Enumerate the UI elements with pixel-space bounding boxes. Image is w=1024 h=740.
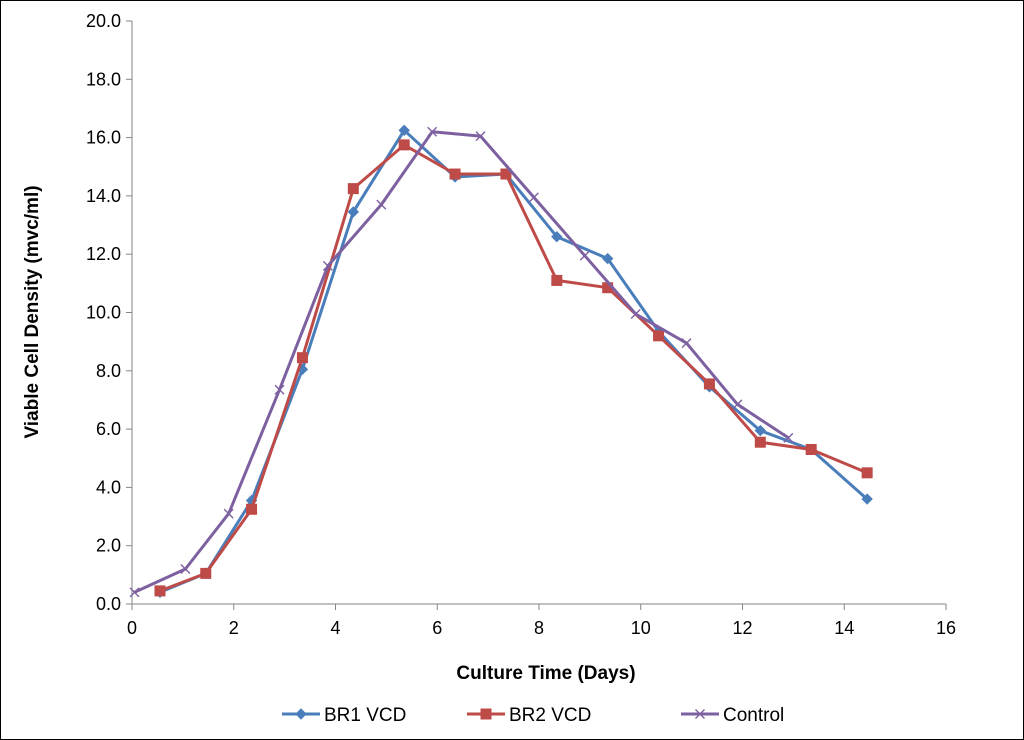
- data-point-control: [223, 508, 234, 519]
- y-tick-label: 16.0: [86, 128, 121, 148]
- data-point-br2-vcd: [805, 444, 817, 456]
- series-br2-vcd: [154, 139, 873, 597]
- x-tick-label: 10: [631, 618, 651, 638]
- series-line-br1-vcd: [159, 128, 869, 594]
- data-point-control: [732, 399, 743, 410]
- y-tick-label: 12.0: [86, 244, 121, 264]
- data-point-control: [274, 384, 285, 395]
- legend-label-br2-vcd: BR2 VCD: [509, 705, 591, 726]
- data-point-br2-vcd: [754, 436, 766, 448]
- x-tick-label: 16: [936, 618, 956, 638]
- legend: BR1 VCD BR2 VCD Control: [282, 705, 784, 726]
- legend-marker-br1-vcd: [295, 708, 307, 720]
- x-tick-label: 14: [834, 618, 854, 638]
- data-point-control: [322, 260, 333, 271]
- legend-marker-control: [695, 709, 705, 719]
- y-tick-label: 20.0: [86, 11, 121, 31]
- x-tick-label: 8: [534, 618, 544, 638]
- series-line-control: [133, 130, 790, 594]
- legend-label-br1-vcd: BR1 VCD: [324, 705, 406, 726]
- data-point-br2-vcd: [398, 139, 410, 151]
- data-point-control: [783, 432, 794, 443]
- y-tick-label: 8.0: [96, 361, 121, 381]
- legend-item-control: Control: [681, 705, 784, 726]
- series-control: [129, 126, 794, 598]
- y-tick-label: 2.0: [96, 536, 121, 556]
- data-point-br2-vcd: [154, 585, 166, 597]
- y-tick-label: 0.0: [96, 594, 121, 614]
- series-line-br2-vcd: [159, 143, 868, 593]
- data-point-br2-vcd: [246, 503, 258, 515]
- legend-label-control: Control: [723, 705, 784, 726]
- y-tick-label: 10.0: [86, 303, 121, 323]
- data-point-control: [681, 338, 692, 349]
- data-point-br2-vcd: [200, 567, 212, 579]
- data-point-br2-vcd: [703, 378, 715, 390]
- data-point-br2-vcd: [500, 168, 512, 180]
- data-point-control: [528, 192, 539, 203]
- series-layer: [129, 124, 873, 599]
- x-tick-label: 0: [127, 618, 137, 638]
- axes: 0.0 2.0 4.0 6.0 8.0 10.0 12.0 14.0 16.0 18.0 20.0 0…: [86, 11, 956, 638]
- data-point-br2-vcd: [653, 330, 665, 342]
- y-axis-title: Viable Cell Density (mvc/ml): [22, 185, 43, 438]
- x-tick-label: 12: [732, 618, 752, 638]
- y-tick-label: 18.0: [86, 69, 121, 89]
- data-point-br2-vcd: [347, 183, 359, 195]
- series-br1-vcd: [154, 124, 873, 599]
- x-tick-label: 6: [432, 618, 442, 638]
- legend-item-br1-vcd: BR1 VCD: [282, 705, 406, 726]
- data-point-br1-vcd: [601, 252, 614, 265]
- y-tick-label: 14.0: [86, 186, 121, 206]
- y-tick-label: 4.0: [96, 477, 121, 497]
- data-point-br2-vcd: [551, 274, 563, 286]
- data-point-control: [180, 564, 191, 575]
- data-point-br1-vcd: [551, 231, 563, 243]
- data-point-control: [579, 250, 590, 261]
- legend-item-br2-vcd: BR2 VCD: [467, 705, 591, 726]
- legend-marker-br2-vcd: [480, 708, 492, 720]
- x-tick-label: 2: [229, 618, 239, 638]
- data-point-br1-vcd: [347, 206, 360, 218]
- y-tick-label: 6.0: [96, 419, 121, 439]
- data-point-br1-vcd: [754, 424, 767, 437]
- data-point-br2-vcd: [449, 168, 461, 180]
- x-tick-label: 4: [330, 618, 340, 638]
- data-point-br1-vcd: [398, 124, 410, 137]
- data-point-control: [427, 126, 438, 137]
- data-point-control: [475, 131, 486, 142]
- data-point-br2-vcd: [861, 467, 873, 479]
- data-point-control: [376, 199, 387, 210]
- data-point-control: [630, 308, 641, 319]
- data-point-br2-vcd: [296, 352, 308, 364]
- data-point-br1-vcd: [861, 493, 873, 505]
- data-point-control: [129, 587, 140, 598]
- x-axis-title: Culture Time (Days): [456, 663, 635, 684]
